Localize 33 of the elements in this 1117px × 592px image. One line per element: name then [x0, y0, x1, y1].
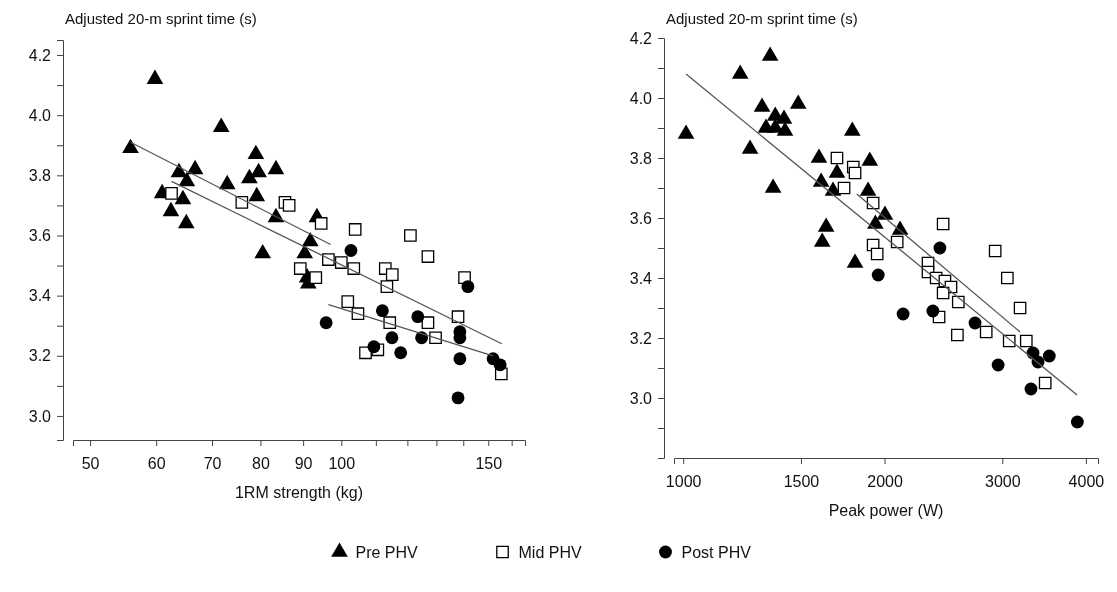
legend-label: Pre PHV — [355, 544, 419, 561]
y-tick-label: 4.2 — [28, 46, 52, 64]
x-tick-label: 70 — [203, 455, 222, 473]
legend-label: Post PHV — [681, 544, 752, 561]
x-tick-label: 1000 — [665, 473, 702, 491]
y-tick-label: 3.4 — [28, 287, 52, 305]
legend-label: Mid PHV — [518, 544, 582, 561]
x-tick-label: 150 — [475, 455, 503, 473]
x-tick-label: 80 — [252, 455, 270, 473]
x-tick-label: 100 — [328, 455, 356, 473]
y-tick-label: 3.6 — [28, 227, 52, 245]
y-tick-label: 4.0 — [629, 89, 653, 107]
x-tick-label: 60 — [147, 455, 166, 473]
y-tick-label: 3.8 — [629, 149, 653, 167]
x-axis-title: 1RM strength (kg) — [234, 484, 364, 501]
y-tick-label: 3.4 — [629, 269, 653, 287]
y-axis-title: Adjusted 20-m sprint time (s) — [65, 10, 257, 27]
x-tick-label: 2000 — [867, 473, 903, 491]
y-tick-label: 4.0 — [28, 106, 52, 124]
y-tick-label: 3.8 — [28, 166, 52, 184]
y-axis-title: Adjusted 20-m sprint time (s) — [666, 10, 858, 27]
y-tick-label: 3.0 — [629, 389, 653, 407]
y-tick-label: 3.6 — [629, 209, 653, 227]
y-tick-label: 3.2 — [629, 329, 653, 347]
x-tick-label: 1500 — [783, 473, 820, 491]
y-tick-label: 3.2 — [28, 347, 52, 365]
y-tick-label: 4.2 — [629, 29, 653, 47]
x-tick-label: 4000 — [1068, 473, 1105, 491]
x-axis-title: Peak power (W) — [828, 502, 944, 519]
y-tick-label: 3.0 — [28, 407, 52, 425]
x-tick-label: 50 — [81, 455, 100, 473]
x-tick-label: 90 — [294, 455, 313, 473]
x-tick-label: 3000 — [985, 473, 1021, 491]
